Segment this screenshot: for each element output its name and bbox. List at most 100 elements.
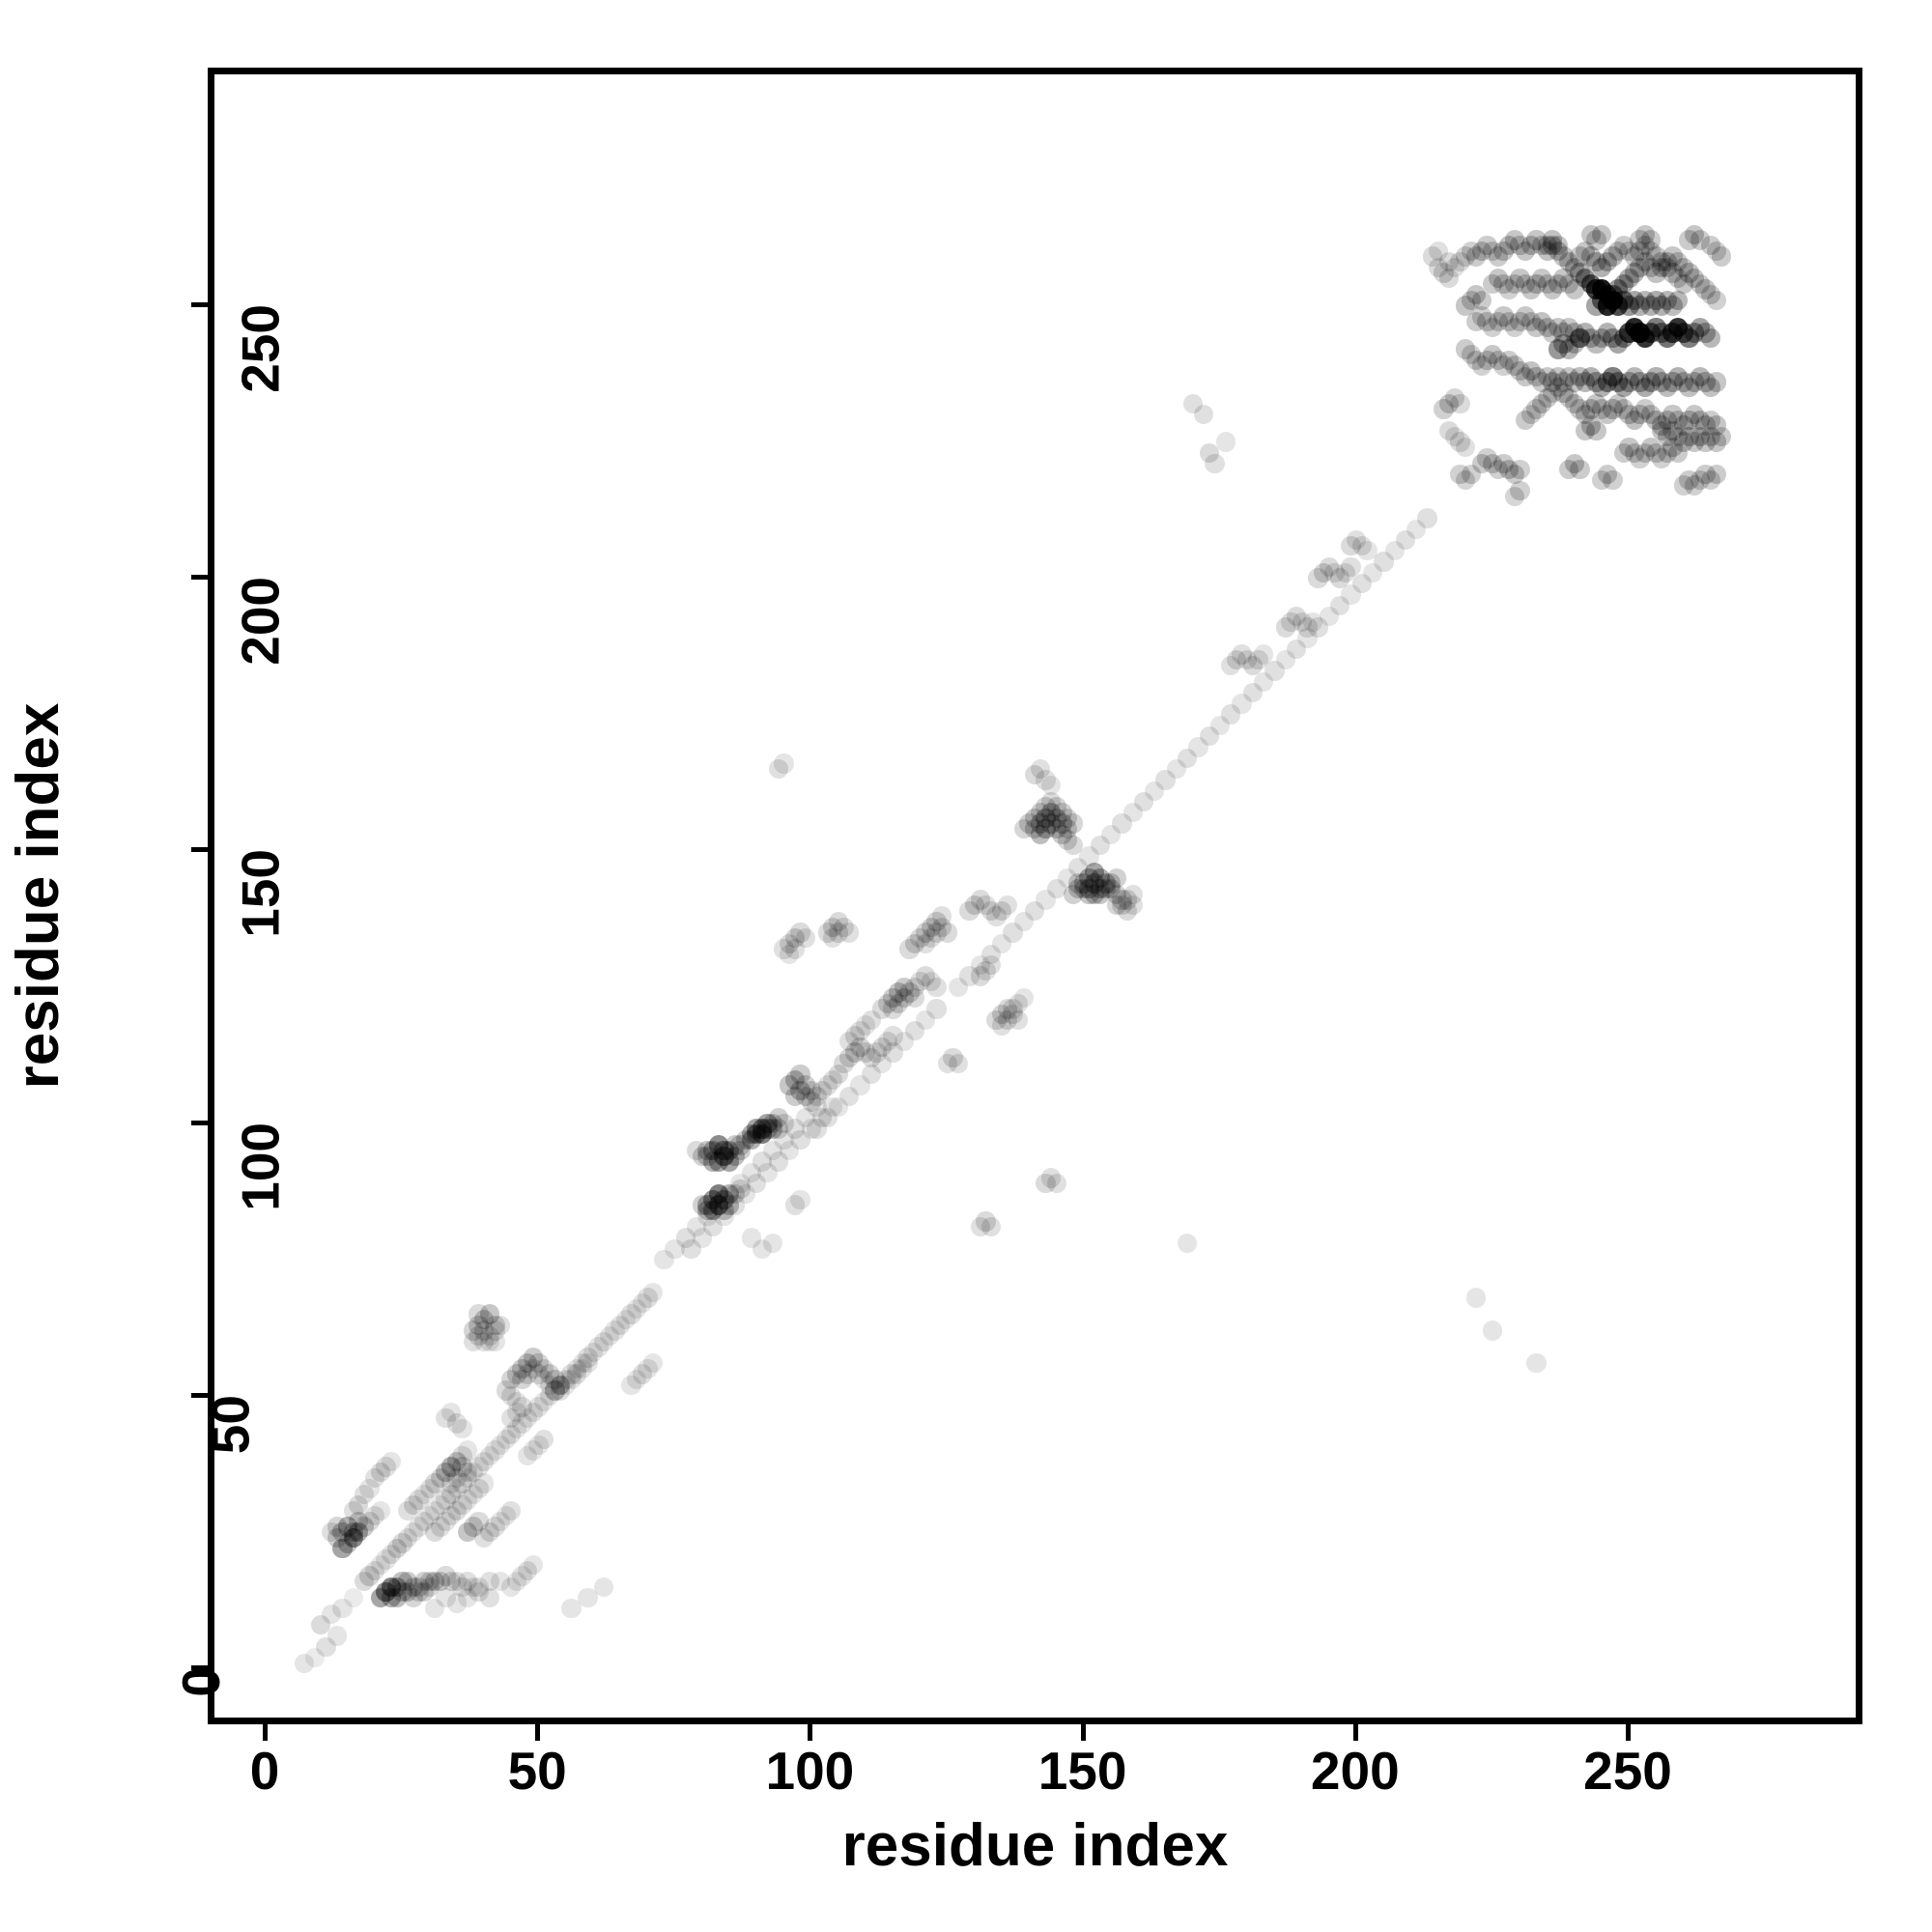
data-point [512,1358,532,1379]
data-point [419,1506,440,1526]
data-point [1133,791,1154,812]
data-point [1112,813,1132,834]
data-point [479,1571,499,1592]
data-point [594,1577,614,1597]
x-tick-mark [263,1724,268,1741]
data-point [1690,410,1710,431]
data-point [714,1146,734,1166]
data-point [403,1577,423,1597]
data-point [1531,372,1552,392]
data-point [959,966,980,986]
data-point [871,1037,893,1058]
data-point [512,1370,532,1390]
data-point [1591,257,1612,277]
data-point [790,1080,810,1101]
data-point [1640,241,1662,262]
data-point [1700,426,1721,446]
data-point [534,1391,554,1411]
y-tick-mark [191,1665,208,1670]
data-point [1591,224,1612,245]
data-point [582,1342,604,1363]
data-point [697,1206,718,1227]
data-point [1281,611,1301,632]
data-point [1434,263,1454,283]
data-point [1635,236,1656,256]
data-point [883,1042,903,1063]
data-point [1466,246,1487,267]
data-point [1706,415,1726,436]
data-point [473,1321,495,1341]
data-point [823,1096,843,1118]
data-point [397,1582,418,1603]
data-point [1662,372,1683,392]
y-tick-mark [191,847,208,853]
data-point [1122,895,1143,916]
data-point [1319,606,1340,627]
data-point [1450,465,1470,485]
data-point [403,1587,423,1608]
data-point [1695,372,1716,392]
data-point [1242,682,1264,703]
data-point [1613,290,1634,310]
data-point [823,917,843,937]
data-point [1438,393,1460,414]
data-point [479,1325,499,1347]
data-point [1635,290,1656,310]
data-point [1040,1168,1062,1188]
data-point [1063,884,1083,905]
data-point [1619,437,1639,458]
data-point [1515,306,1536,327]
data-point [856,1042,876,1063]
data-point [1570,399,1590,419]
y-tick-mark [191,1120,208,1125]
data-point [337,1517,358,1537]
data-point [1483,241,1503,262]
data-point [359,1511,380,1532]
data-point [523,1554,544,1576]
data-point [1013,911,1035,932]
data-point [784,927,805,949]
data-point [490,1571,511,1592]
x-tick-mark [535,1724,541,1741]
data-point [1057,830,1078,850]
data-point [555,1370,576,1390]
data-point [1052,824,1072,844]
data-point [1145,781,1165,801]
data-point [1351,574,1372,594]
data-point [780,944,800,965]
data-point [1597,323,1617,343]
data-point [392,1533,412,1553]
data-point [1580,366,1601,386]
data-point [332,1539,353,1559]
data-point [1095,873,1116,894]
data-point [916,966,936,986]
data-point [1597,252,1617,272]
data-point [370,1554,391,1576]
data-point [578,1348,598,1368]
data-point [1101,873,1122,894]
data-point [714,1141,734,1161]
data-point [790,923,810,943]
data-point [621,1304,641,1324]
data-point [397,1571,418,1592]
data-point [1221,704,1241,724]
data-point [1477,350,1497,370]
data-point [473,1451,495,1472]
data-point [1090,884,1111,905]
data-point [1576,241,1596,262]
data-point [1182,393,1203,414]
data-point [463,1484,483,1504]
data-point [409,1490,429,1510]
data-point [1036,890,1056,910]
data-point [970,955,990,976]
data-point [1684,268,1705,289]
data-point [458,1463,478,1483]
data-point [1444,257,1464,277]
data-point [1624,366,1645,386]
data-point [578,1587,598,1608]
data-point [512,1413,532,1434]
data-point [539,1375,559,1396]
data-point [458,1440,478,1461]
data-point [1624,442,1645,463]
data-point [436,1490,456,1510]
